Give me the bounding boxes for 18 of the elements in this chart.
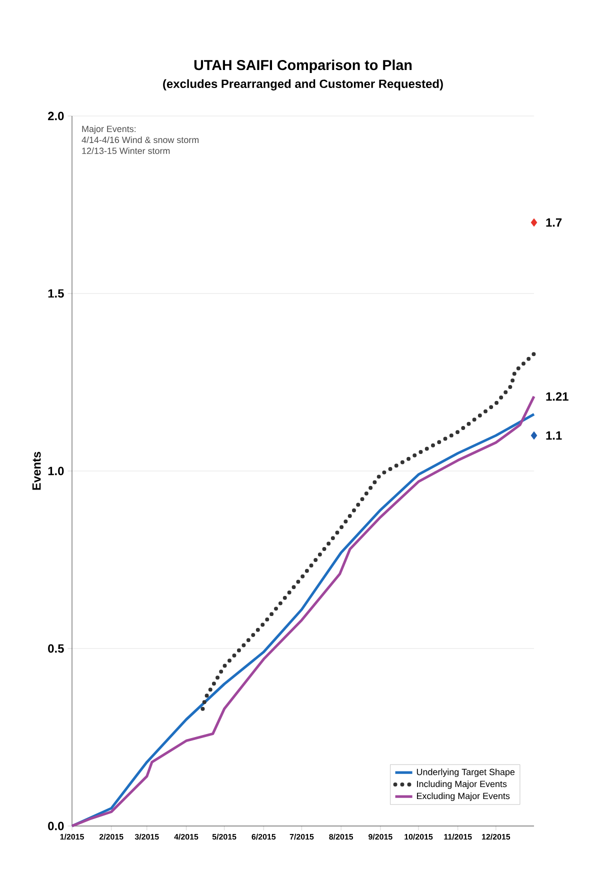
y-tick-label: 0.0 (48, 822, 64, 830)
annotation: Major Events: (82, 126, 136, 134)
legend-label: Underlying Target Shape (416, 768, 515, 777)
y-tick-label: 0.5 (48, 644, 64, 653)
annotation: 1.21 (546, 392, 568, 401)
annotation: 12/13-15 Winter storm (82, 147, 170, 154)
chart-title: UTAH SAIFI Comparison to Plan (194, 60, 412, 73)
y-tick-label: 1.0 (48, 466, 64, 476)
annotation: 1.1 (546, 431, 562, 440)
legend-label: Including Major Events (417, 780, 507, 789)
y-tick-label: 2.0 (48, 112, 64, 120)
annotation: 1.7 (546, 218, 562, 227)
legend-label: Excluding Major Events (417, 792, 510, 801)
line-series (200, 352, 536, 711)
y-axis-title: Events (32, 452, 41, 490)
annotation: 4/14-4/16 Wind & snow storm (82, 136, 199, 144)
y-tick-label: 1.5 (48, 289, 64, 298)
chart-subtitle: (excludes Prearranged and Customer Requested) (163, 79, 443, 90)
